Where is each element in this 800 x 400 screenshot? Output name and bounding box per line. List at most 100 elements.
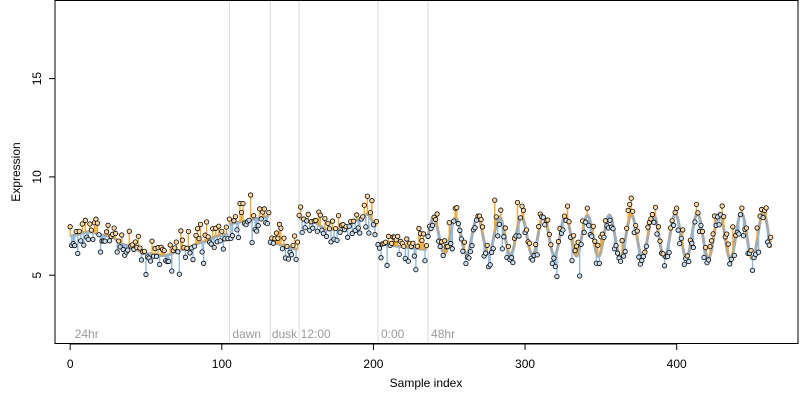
data-point — [273, 230, 279, 236]
data-point — [484, 242, 490, 248]
data-point — [240, 200, 246, 207]
data-point — [302, 225, 308, 231]
data-point — [425, 233, 431, 239]
data-point — [423, 242, 430, 249]
data-point — [194, 226, 201, 232]
data-point — [234, 227, 240, 233]
data-point — [517, 215, 524, 221]
data-point — [384, 262, 390, 269]
data-point — [451, 218, 457, 224]
data-point — [621, 253, 627, 259]
data-point — [153, 253, 160, 259]
data-point — [249, 239, 255, 246]
data-point — [166, 258, 172, 264]
data-point — [216, 223, 222, 229]
data-point — [674, 205, 680, 211]
data-point — [90, 236, 96, 242]
data-point — [736, 231, 742, 237]
data-point — [355, 225, 361, 231]
data-point — [630, 208, 636, 214]
data-point — [351, 218, 357, 224]
data-point — [190, 256, 196, 263]
data-point — [314, 228, 320, 234]
data-point — [405, 258, 411, 264]
data-point — [446, 220, 452, 226]
data-point — [413, 267, 419, 273]
data-point — [322, 216, 328, 222]
x-tick-label: 400 — [667, 357, 687, 371]
data-point — [376, 245, 383, 251]
data-point — [246, 217, 252, 223]
data-point — [678, 235, 684, 241]
data-point — [671, 222, 677, 228]
data-point — [251, 213, 257, 219]
x-tick-label: 100 — [212, 357, 232, 371]
data-point — [534, 252, 540, 258]
data-point — [372, 232, 378, 238]
data-point — [284, 243, 290, 250]
data-point — [97, 249, 104, 255]
data-point — [76, 228, 82, 234]
data-point — [298, 204, 304, 210]
data-point — [317, 212, 323, 218]
data-point — [254, 228, 260, 234]
data-point — [96, 232, 102, 238]
data-point — [701, 254, 707, 261]
data-point — [501, 234, 507, 240]
data-point — [530, 257, 536, 263]
data-point — [692, 219, 698, 225]
data-point — [555, 239, 562, 245]
data-point — [640, 253, 646, 260]
data-point — [666, 249, 672, 256]
data-point — [768, 234, 774, 240]
data-point — [590, 223, 596, 229]
data-point — [549, 260, 555, 266]
data-point — [716, 222, 722, 228]
data-point — [655, 224, 662, 230]
data-point — [410, 240, 416, 246]
data-point — [114, 249, 120, 255]
data-point — [510, 259, 516, 266]
data-point — [478, 216, 484, 223]
data-point — [649, 211, 656, 218]
data-point — [175, 249, 181, 255]
data-point — [320, 230, 326, 237]
data-point — [295, 239, 301, 245]
data-point — [466, 255, 472, 261]
data-point — [536, 224, 542, 230]
data-point — [508, 255, 515, 261]
data-point — [364, 193, 370, 199]
data-point — [179, 237, 185, 243]
data-point — [382, 239, 389, 245]
data-point — [601, 234, 607, 240]
data-point — [570, 233, 577, 239]
data-point — [561, 213, 568, 219]
segment-annotation: 24hr — [75, 327, 99, 341]
data-point — [624, 225, 630, 231]
data-point — [220, 246, 226, 252]
data-point — [141, 248, 148, 254]
data-point — [285, 256, 292, 262]
data-point — [613, 243, 619, 249]
data-point — [610, 226, 616, 232]
data-point — [642, 249, 648, 255]
data-point — [370, 222, 377, 228]
data-point — [103, 229, 110, 235]
data-point — [82, 217, 88, 223]
data-point — [467, 248, 474, 255]
data-point — [432, 216, 439, 223]
data-point — [516, 233, 522, 239]
data-point — [560, 227, 566, 233]
data-point — [167, 242, 173, 248]
data-point — [149, 238, 155, 244]
data-point — [728, 256, 734, 262]
data-point — [75, 250, 81, 257]
data-point — [85, 236, 91, 242]
data-point — [633, 222, 639, 229]
data-point — [404, 236, 410, 242]
data-point — [705, 257, 712, 263]
data-point — [204, 219, 210, 225]
y-axis: 5 10 15 — [30, 72, 56, 279]
data-point — [102, 238, 108, 244]
